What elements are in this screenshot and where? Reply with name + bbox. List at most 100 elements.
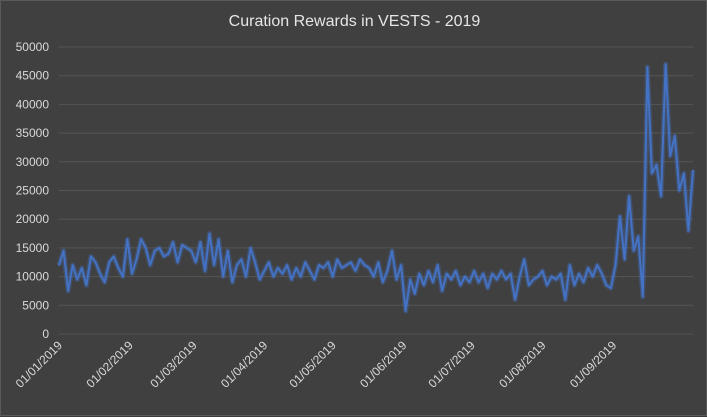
data-point (436, 264, 439, 266)
data-point (368, 267, 370, 269)
data-point (199, 241, 202, 243)
data-point (290, 278, 293, 281)
data-point (144, 247, 147, 249)
data-point (245, 275, 247, 278)
data-point (71, 264, 74, 266)
data-point (277, 267, 279, 269)
data-point (372, 275, 375, 278)
data-point (217, 238, 220, 241)
data-point (304, 261, 307, 264)
x-tick-label: 01/01/2019 (13, 338, 66, 391)
data-point (336, 258, 339, 261)
gridlines (59, 46, 693, 335)
y-tick-label: 50000 (16, 40, 50, 54)
data-point (537, 275, 539, 278)
data-point (555, 278, 557, 281)
data-point (450, 278, 453, 281)
data-point (587, 267, 589, 269)
data-point (591, 275, 594, 278)
x-tick-label: 01/06/2019 (357, 338, 410, 391)
x-tick-label: 01/07/2019 (426, 338, 479, 391)
data-point (204, 270, 206, 272)
data-point (573, 284, 576, 287)
data-point (473, 270, 475, 272)
series-layer (56, 61, 696, 314)
data-point (295, 267, 297, 269)
data-point (190, 249, 193, 252)
data-point (131, 272, 133, 275)
data-point (359, 258, 361, 261)
data-point (427, 270, 430, 272)
data-point (158, 247, 161, 249)
data-point (614, 264, 617, 266)
data-point (646, 66, 649, 68)
data-point (423, 284, 425, 287)
data-point (477, 281, 480, 284)
data-point (491, 272, 494, 275)
data-point (254, 261, 256, 264)
data-point (345, 264, 348, 266)
y-tick-label: 10000 (16, 270, 50, 284)
y-tick-label: 45000 (16, 69, 50, 83)
data-point (122, 275, 124, 278)
y-tick-label: 0 (42, 327, 49, 341)
data-point (496, 278, 498, 281)
data-point (514, 298, 516, 301)
data-point (505, 278, 507, 281)
y-tick-label: 5000 (22, 298, 49, 312)
data-point (628, 195, 630, 198)
data-point (90, 255, 92, 258)
data-point (208, 232, 211, 235)
data-point (263, 270, 266, 272)
data-point (195, 261, 197, 264)
data-point (673, 135, 676, 137)
data-point (413, 293, 416, 295)
data-point (185, 247, 188, 249)
data-point (103, 281, 106, 284)
data-point (327, 261, 329, 264)
data-point (559, 272, 562, 275)
data-point (582, 281, 585, 284)
data-point (140, 238, 142, 241)
data-point (692, 169, 694, 172)
data-point (455, 270, 457, 272)
data-point (386, 270, 389, 272)
y-tick-label: 15000 (16, 241, 50, 255)
data-point (85, 284, 88, 287)
data-point (432, 281, 434, 284)
data-point (459, 284, 462, 287)
data-point (81, 267, 83, 269)
data-point (331, 275, 334, 278)
data-point (546, 284, 548, 287)
x-tick-label: 01/09/2019 (567, 338, 620, 391)
y-tick-label: 40000 (16, 97, 50, 111)
data-point (299, 275, 302, 278)
data-point (318, 264, 320, 266)
data-point (272, 275, 275, 278)
data-point (445, 272, 448, 275)
data-point (678, 189, 681, 192)
data-point (395, 278, 398, 281)
data-point (62, 249, 65, 252)
y-tick-label: 30000 (16, 155, 50, 169)
data-point (222, 275, 225, 278)
series-line-glow (56, 61, 696, 314)
data-point (605, 284, 608, 287)
data-point (153, 249, 156, 252)
data-point (391, 249, 393, 252)
data-point (163, 255, 165, 258)
data-point (382, 281, 384, 284)
x-tick-label: 01/02/2019 (83, 338, 136, 391)
data-point (486, 287, 489, 289)
data-point (637, 235, 640, 238)
data-point (240, 258, 243, 261)
data-point (249, 247, 252, 249)
y-tick-label: 20000 (16, 212, 50, 226)
data-point (523, 258, 526, 261)
data-point (655, 163, 658, 166)
x-tick-label: 01/03/2019 (147, 338, 200, 391)
data-point (468, 281, 471, 284)
data-point (236, 264, 238, 266)
data-point (226, 249, 229, 252)
